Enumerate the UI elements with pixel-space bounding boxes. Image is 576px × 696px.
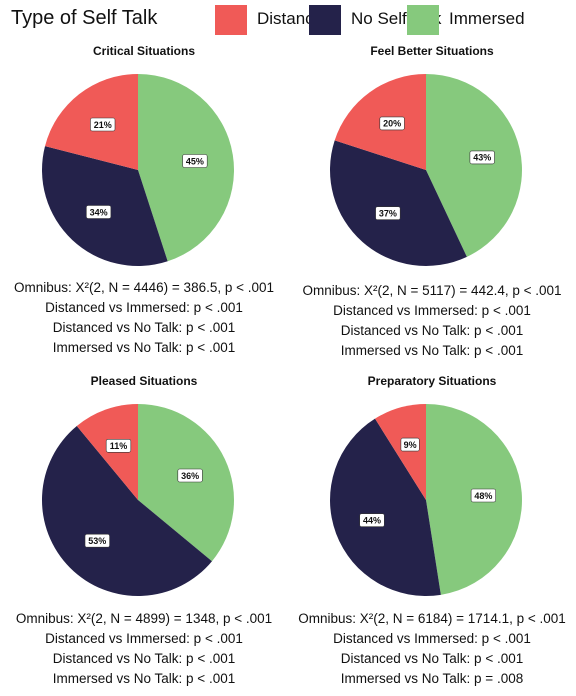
legend-swatch-no-self-talk [309,5,341,35]
slice-label-distanced: 21% [90,117,116,132]
stats-block: Omnibus: X²(2, N = 4899) = 1348, p < .00… [0,609,288,689]
slice-label-no-self-talk: 34% [86,205,112,219]
pie-chart: 48% 44% 9% [330,404,522,596]
slice-label-box [90,117,116,132]
distanced-vs-immersed-stat: Distanced vs Immersed: p < .001 [333,631,531,646]
immersed-vs-no-talk-stat: Immersed vs No Talk: p < .001 [52,340,236,355]
slice-label-text: 11% [110,441,128,451]
slice-label-text: 20% [383,119,401,129]
distanced-vs-immersed-stat: Distanced vs Immersed: p < .001 [45,631,243,646]
legend: Type of Self Talk Distanced No Self Talk… [0,2,576,36]
omnibus-stat: Omnibus: X²(2, N = 4899) = 1348, p < .00… [15,611,273,626]
slice-label-no-self-talk: 44% [359,513,385,527]
slice-label-distanced: 11% [105,439,132,453]
slice-label-no-self-talk: 37% [375,206,401,220]
pie-slice-no-self-talk [330,418,441,596]
slice-label-box [182,154,208,168]
panel-feel-better-situations: Feel Better Situations 43% 37% 20% Omnibus… [288,36,576,366]
immersed-vs-no-talk-stat: Immersed vs No Talk: p < .001 [340,343,524,358]
stats-block: Omnibus: X²(2, N = 6184) = 1714.1, p < .… [288,609,576,689]
slice-label-box [105,439,132,453]
slice-label-immersed: 45% [182,154,208,168]
legend-title: Type of Self Talk [11,7,158,29]
slice-label-box [469,150,495,165]
pie-slice-immersed [426,74,522,257]
legend-label-immersed: Immersed [449,9,525,28]
slice-label-immersed: 36% [177,468,203,483]
slice-label-distanced: 9% [400,437,420,452]
chart-title: Pleased Situations [90,374,198,388]
slice-label-immersed: 48% [470,488,497,503]
chart-title: Feel Better Situations [370,44,494,58]
slice-label-box [400,437,420,452]
pie-slice-no-self-talk [330,140,467,266]
legend-swatch-distanced [215,5,247,35]
distanced-vs-immersed-stat: Distanced vs Immersed: p < .001 [333,303,531,318]
slice-label-text: 43% [473,153,491,163]
stats-block: Omnibus: X²(2, N = 4446) = 386.5, p < .0… [0,278,288,358]
slice-label-distanced: 20% [379,116,405,131]
slice-label-box [86,205,112,219]
slice-label-box [470,488,497,503]
slice-label-text: 36% [181,471,199,481]
slice-label-box [379,116,405,131]
pie-chart: 45% 34% 21% [42,74,234,266]
pie-slice-distanced [375,404,426,500]
slice-label-text: 53% [88,536,106,546]
pie-slice-no-self-talk [41,426,212,597]
panel-preparatory-situations: Preparatory Situations 48% 44% 9% Omnibus:… [288,366,576,696]
stats-block: Omnibus: X²(2, N = 5117) = 442.4, p < .0… [288,281,576,361]
slice-label-text: 34% [90,207,108,217]
slice-label-box [359,513,385,527]
omnibus-stat: Omnibus: X²(2, N = 5117) = 442.4, p < .0… [302,283,562,298]
slice-label-box [375,206,401,220]
distanced-vs-immersed-stat: Distanced vs Immersed: p < .001 [45,300,243,315]
distanced-vs-no-talk-stat: Distanced vs No Talk: p < .001 [340,323,524,338]
distanced-vs-no-talk-stat: Distanced vs No Talk: p < .001 [52,320,236,335]
slice-label-text: 37% [379,209,397,219]
pie-chart: 43% 37% 20% [330,74,522,266]
slice-label-text: 45% [186,156,204,166]
panel-critical-situations: Critical Situations 45% 34% 21% Omnibus: X… [0,36,288,366]
slice-label-box [84,533,110,548]
omnibus-stat: Omnibus: X²(2, N = 6184) = 1714.1, p < .… [298,611,566,626]
slice-label-text: 48% [474,491,492,501]
slice-label-box [177,468,203,483]
pie-chart: 36% 53% 11% [41,404,234,597]
distanced-vs-no-talk-stat: Distanced vs No Talk: p < .001 [340,651,524,666]
immersed-vs-no-talk-stat: Immersed vs No Talk: p < .001 [52,671,236,686]
legend-swatch-immersed [407,5,439,35]
slice-label-no-self-talk: 53% [84,533,110,548]
immersed-vs-no-talk-stat: Immersed vs No Talk: p = .008 [340,671,524,686]
pie-slice-immersed [138,404,234,562]
chart-title: Preparatory Situations [367,374,497,388]
slice-label-text: 44% [363,516,381,526]
slice-label-text: 9% [404,440,417,450]
distanced-vs-no-talk-stat: Distanced vs No Talk: p < .001 [52,651,236,666]
slice-label-text: 21% [94,120,112,130]
slice-label-immersed: 43% [469,150,495,165]
chart-title: Critical Situations [92,44,196,58]
panel-pleased-situations: Pleased Situations 36% 53% 11% Omnibus: X²… [0,366,288,696]
omnibus-stat: Omnibus: X²(2, N = 4446) = 386.5, p < .0… [13,280,275,295]
